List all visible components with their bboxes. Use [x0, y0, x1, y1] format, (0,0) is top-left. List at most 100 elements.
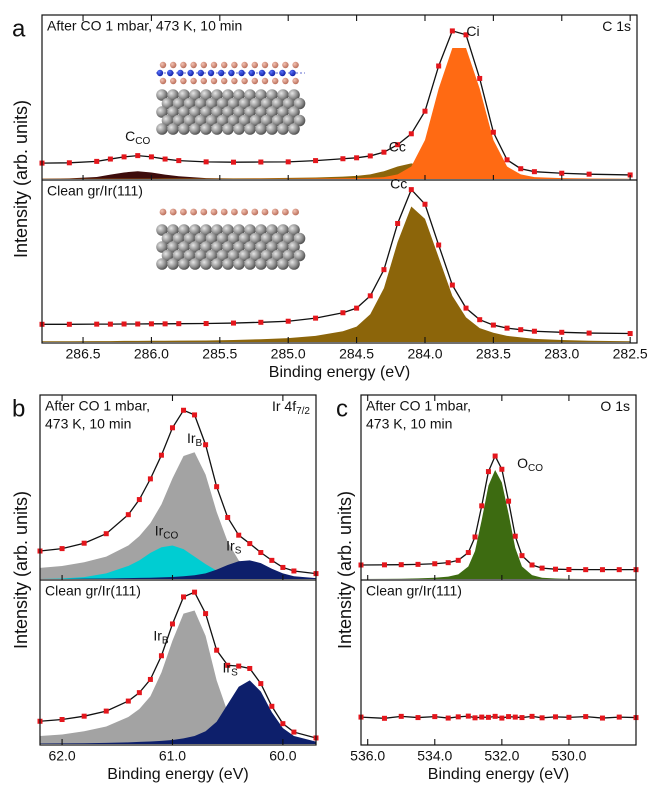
iridium-atom [233, 123, 245, 135]
carbon-atom [180, 61, 187, 69]
carbon-atom [292, 77, 299, 85]
data-point [499, 466, 505, 472]
data-point [432, 561, 438, 567]
iridium-atom [238, 232, 251, 245]
data-point [408, 187, 414, 193]
carbon-atom [251, 77, 258, 85]
iridium-atom [266, 123, 278, 135]
data-point [203, 159, 209, 165]
data-point [66, 160, 72, 166]
data-point [66, 321, 72, 327]
iridium-atom [277, 89, 289, 101]
iridium-atom [211, 258, 223, 270]
iridium-atom [167, 123, 179, 135]
carbon-atom [241, 61, 248, 69]
iridium-atom [211, 106, 223, 118]
data-point [148, 154, 154, 160]
y-axis-label: Intensity (arb. units) [11, 100, 31, 258]
iridium-atom [172, 232, 185, 245]
peak-label: Ci [466, 23, 479, 39]
data-point [504, 325, 510, 331]
data-point [103, 531, 109, 537]
iridium-atom [216, 232, 229, 245]
data-point [107, 156, 113, 162]
peak-label-sub: B [162, 635, 169, 646]
iridium-atom [227, 232, 240, 245]
iridium-atom [249, 97, 262, 110]
oxygen-atom [279, 69, 286, 77]
peak-label: Cc [390, 175, 407, 191]
carbon-atom [190, 77, 197, 85]
peak-label: IrS [223, 659, 239, 678]
data-point [465, 550, 471, 556]
carbon-atom [241, 208, 249, 216]
peak-label-sub: S [231, 667, 238, 678]
data-point [445, 560, 451, 566]
data-point [381, 267, 387, 273]
data-point [81, 540, 87, 546]
iridium-atom [271, 232, 284, 245]
data-point [258, 550, 264, 556]
data-point [381, 715, 387, 721]
iridium-atom [167, 106, 179, 118]
component-area [40, 610, 316, 744]
iridium-atom [211, 89, 223, 101]
data-point [490, 129, 496, 135]
iridium-atom [282, 114, 295, 127]
iridium-atom [200, 241, 212, 253]
iridium-atom [233, 241, 245, 253]
data-point [566, 714, 572, 720]
iridium-atom [233, 106, 245, 118]
iridium-atom [222, 258, 234, 270]
data-point [236, 663, 242, 669]
iridium-atom [255, 241, 267, 253]
subplot-title: 473 K, 10 min [45, 416, 131, 432]
iridium-atom [178, 241, 190, 253]
data-point [291, 568, 297, 574]
component-area [40, 452, 316, 579]
data-point [203, 442, 209, 448]
component-area [361, 470, 636, 579]
iridium-atom [205, 232, 218, 245]
data-point [504, 157, 510, 163]
iridium-atom [167, 89, 179, 101]
carbon-atom [170, 77, 177, 85]
data-point [354, 305, 360, 311]
data-point [485, 714, 491, 720]
iridium-atom [238, 97, 251, 110]
data-point [436, 63, 442, 69]
core-level-sub: 7/2 [296, 406, 310, 417]
x-tick-label: 285.5 [202, 346, 237, 362]
iridium-atom [288, 106, 300, 118]
data-point [214, 484, 220, 490]
x-tick-label: 285.0 [271, 346, 306, 362]
iridium-atom [282, 232, 295, 245]
data-point [422, 201, 428, 207]
carbon-atom [210, 208, 218, 216]
carbon-atom [261, 77, 269, 85]
carbon-atom [282, 61, 289, 69]
data-point [135, 153, 141, 159]
data-point [181, 407, 187, 413]
data-point [463, 32, 469, 38]
data-point [512, 533, 518, 539]
peak-label-sub: CO [163, 530, 178, 541]
peak-label-main: O [517, 455, 528, 471]
data-point [422, 108, 428, 114]
component-area [42, 171, 631, 179]
carbon-atom [170, 61, 177, 69]
iridium-atom [288, 224, 300, 236]
data-point [553, 714, 559, 720]
data-point [230, 159, 236, 165]
data-point [176, 158, 182, 164]
data-point [599, 567, 605, 573]
data-point [449, 28, 455, 34]
carbon-atom [221, 61, 228, 69]
data-point [477, 75, 483, 81]
iridium-atom [178, 224, 190, 236]
data-point [455, 557, 461, 563]
iridium-atom [194, 97, 207, 110]
subplot-title: Clean gr/Ir(111) [45, 583, 141, 599]
carbon-atom [282, 208, 289, 216]
